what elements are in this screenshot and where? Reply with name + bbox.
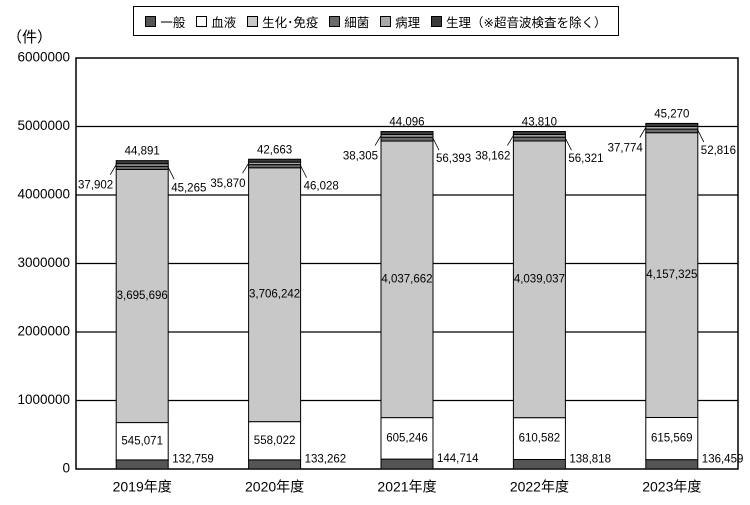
data-label: 132,759 [172,453,214,465]
data-label: 3,695,696 [117,290,168,302]
data-label: 138,818 [569,453,611,465]
legend-label: 一般 [160,14,186,30]
bar-segment [645,132,699,418]
legend-item: 病理 [380,12,420,31]
legend-label: 血液 [211,14,237,30]
legend-swatch [329,15,341,27]
bar-segment [115,459,169,470]
bar-segment [115,160,169,165]
data-label: 615,569 [651,433,693,445]
bar-segment [512,458,566,470]
legend-label: 生理（※超音波検査を除く） [446,14,607,30]
data-label: 4,039,037 [514,273,565,285]
bar-segment [380,140,434,419]
x-tick-label: 2020年度 [245,479,304,495]
data-label: 4,157,325 [646,269,697,281]
bar-segment [248,167,302,423]
data-label: 144,714 [437,453,479,465]
bar-segment [645,459,699,470]
data-label: 38,162 [475,151,510,163]
leader-line [565,137,572,151]
data-label: 605,246 [386,432,428,444]
legend-swatch [196,15,208,27]
legend-item: 血液 [196,12,236,31]
legend-swatch [247,15,259,27]
bar-segment [380,458,434,470]
legend-item: 細菌 [329,12,369,31]
leader-line [300,165,307,178]
legend-label: 細菌 [344,14,370,30]
data-label: 4,037,662 [381,273,432,285]
data-label: 35,870 [210,178,245,190]
bar-segment [512,417,566,460]
bar-segment [512,140,566,419]
data-label: 545,071 [121,435,163,447]
data-label: 133,262 [305,453,347,465]
data-label: 56,321 [568,153,603,165]
leader-line [639,127,647,138]
data-label: 558,022 [254,435,296,447]
legend-item: 生化･免疫 [247,12,318,31]
leader-line [242,162,249,174]
data-label: 43,810 [522,117,557,129]
bar-segment [645,128,699,134]
y-tick-label: 6000000 [17,50,70,65]
bar-segment [248,421,302,461]
data-label: 37,774 [608,143,644,155]
data-label: 44,096 [389,117,424,129]
y-tick-label: 1000000 [17,392,70,407]
leader-line [507,135,514,146]
leader-line [167,167,175,180]
legend-label: 生化･免疫 [262,14,319,30]
data-label: 44,891 [125,146,160,158]
data-label: 610,582 [519,433,561,445]
data-label: 45,270 [654,108,689,120]
leader-line [697,129,705,143]
y-tick-label: 5000000 [17,118,70,133]
data-label: 42,663 [257,144,292,156]
chart-legend: 一般 血液 生化･免疫 細菌 病理 生理（※超音波検査を除く） [133,6,619,36]
y-tick-label: 3000000 [17,255,70,270]
data-label: 56,393 [436,153,471,165]
bar-segment [115,422,169,461]
legend-swatch [431,15,443,27]
data-label: 52,816 [701,145,736,157]
bar-segment [380,136,434,142]
bar-segment [380,131,434,136]
bar-segment [512,136,566,142]
data-label: 45,265 [171,182,206,194]
bar-segment [380,417,434,460]
bar-segment [512,131,566,136]
legend-item: 生理（※超音波検査を除く） [431,12,607,31]
y-tick-label: 4000000 [17,187,70,202]
legend-item: 一般 [145,12,185,31]
x-tick-label: 2023年度 [642,479,701,495]
y-tick-label: 0 [62,461,70,476]
bar-segment [645,122,699,128]
legend-swatch [145,15,157,27]
data-label: 46,028 [304,181,339,193]
legend-swatch [380,15,392,27]
bar-segment [115,168,169,424]
data-label: 38,305 [343,151,378,163]
bar-segment [248,158,302,163]
bar-segment [248,459,302,470]
x-tick-label: 2019年度 [113,479,172,495]
y-tick-label: 2000000 [17,324,70,339]
data-label: 3,706,242 [249,289,300,301]
x-tick-label: 2022年度 [510,479,569,495]
leader-line [432,138,440,151]
leader-line [109,164,117,175]
data-label: 37,902 [78,180,113,192]
leader-line [374,135,382,146]
y-unit-label: （件） [7,28,53,46]
data-label: 136,459 [702,453,744,465]
legend-label: 病理 [395,14,421,30]
x-tick-label: 2021年度 [377,479,436,495]
